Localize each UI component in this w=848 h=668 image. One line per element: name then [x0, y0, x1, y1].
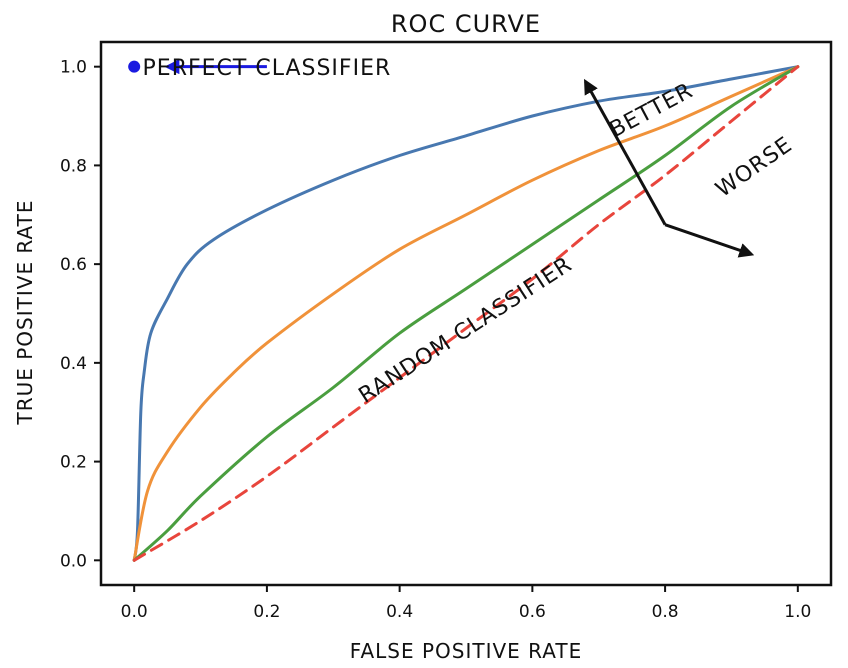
x-tick-label: 0.4 — [386, 602, 413, 622]
axis-ticks: 0.0 0.2 0.4 0.6 0.8 1.0 0.0 0.2 0.4 0.6 0.8 1.0 — [60, 58, 811, 622]
y-axis-label: TRUE POSITIVE RATE — [13, 199, 37, 425]
annotation-arrow-2 — [583, 78, 667, 226]
y-tick-label: 0.8 — [60, 156, 87, 176]
annotation-label-1: PERFECT CLASSIFIER — [143, 56, 392, 81]
series-line-1 — [132, 65, 800, 562]
chart-title: ROC CURVE — [391, 10, 541, 38]
series-line-3 — [132, 65, 800, 562]
x-tick-label: 0.8 — [652, 602, 679, 622]
annotation-label-2: BETTER — [606, 78, 698, 143]
series-line-2 — [132, 65, 800, 562]
annotation-label-4: RANDOM CLASSIFIER — [354, 252, 576, 409]
x-tick-label: 0.2 — [253, 602, 280, 622]
plot-frame — [99, 40, 833, 587]
y-tick-label: 0.4 — [60, 354, 87, 374]
y-tick-label: 0.0 — [60, 551, 87, 571]
x-tick-label: 0.6 — [519, 602, 546, 622]
y-tick-label: 0.6 — [60, 255, 87, 275]
x-axis-label: FALSE POSITIVE RATE — [350, 639, 582, 663]
annotation-arrow-3 — [664, 223, 755, 258]
annotation-label-3: WORSE — [711, 132, 797, 203]
perfect-classifier-point — [128, 60, 141, 73]
x-tick-label: 0.0 — [121, 602, 148, 622]
series-group — [132, 65, 800, 562]
y-tick-label: 0.2 — [60, 453, 87, 473]
y-tick-label: 1.0 — [60, 58, 87, 78]
series-line-4 — [132, 65, 800, 562]
x-tick-label: 1.0 — [784, 602, 811, 622]
